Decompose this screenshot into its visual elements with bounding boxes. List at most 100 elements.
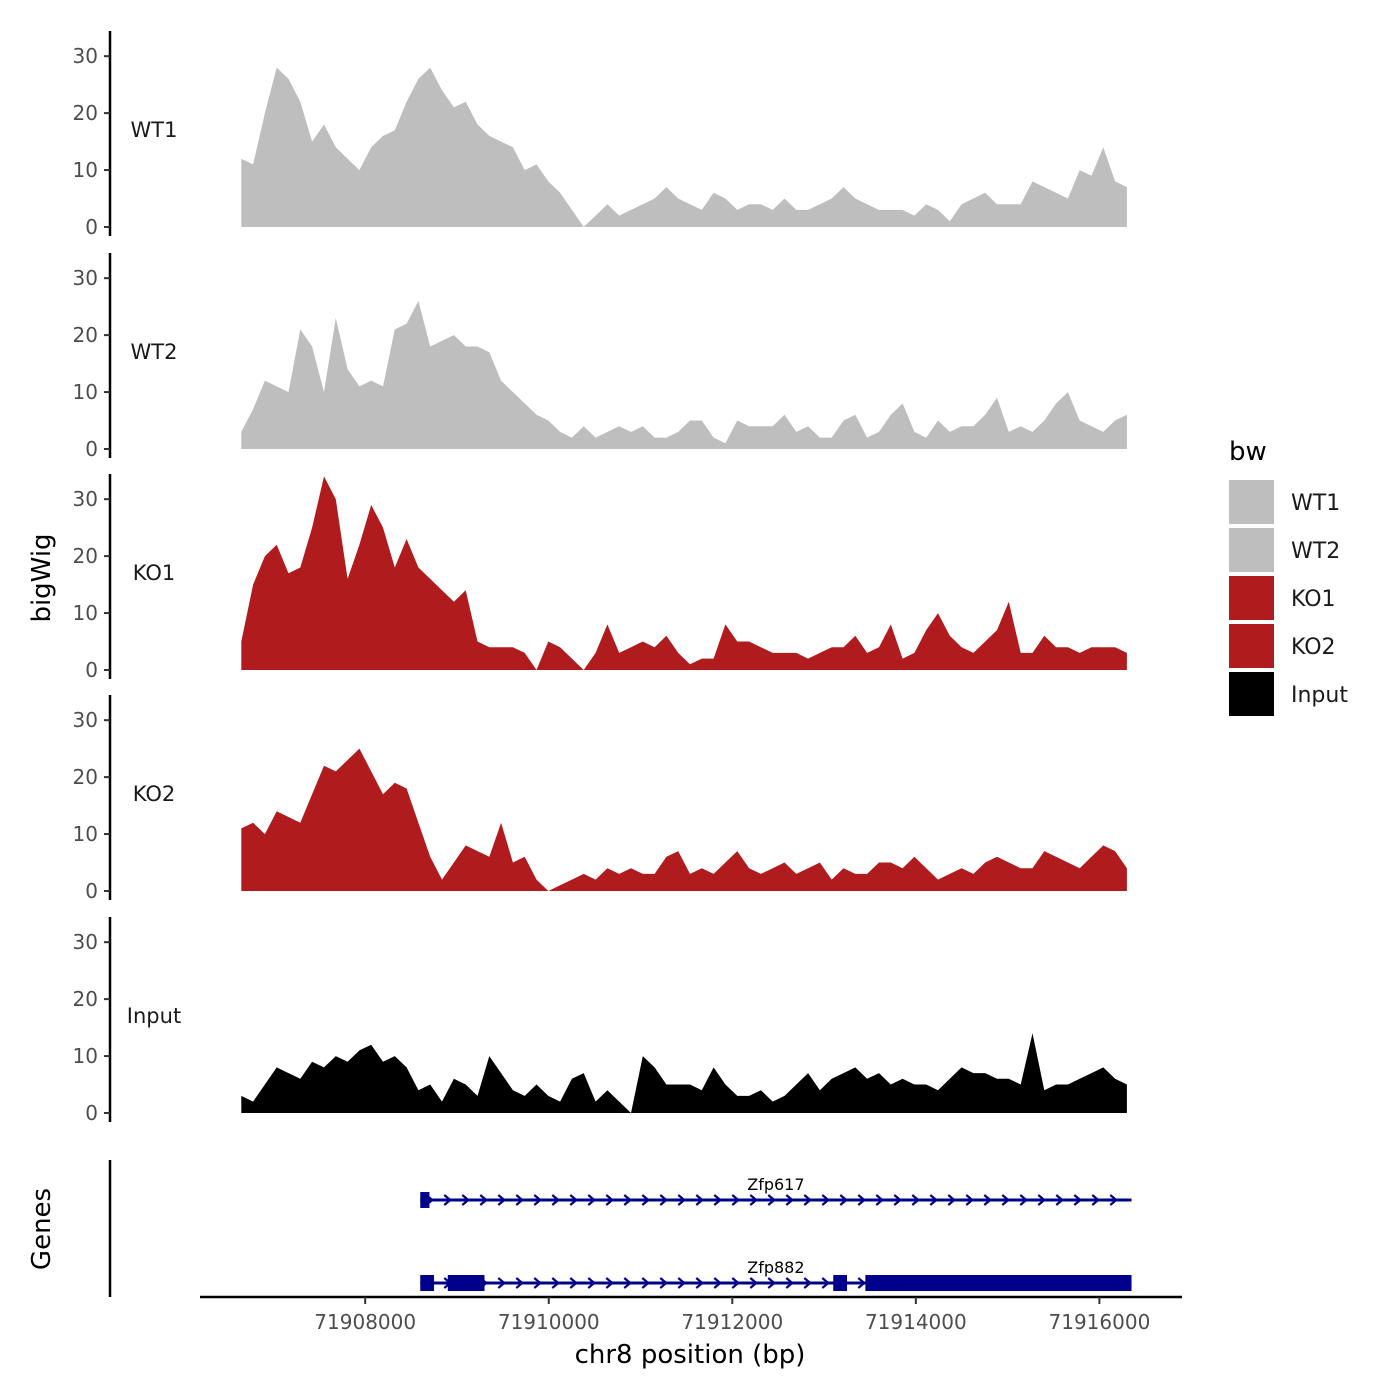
strand-arrow — [767, 1194, 776, 1206]
strand-arrow — [677, 1194, 686, 1206]
y-tick-label: 20 — [73, 544, 98, 568]
strand-arrow — [695, 1277, 704, 1289]
strand-arrow — [731, 1194, 740, 1206]
strand-arrow — [443, 1194, 452, 1206]
x-axis: 71908000 71910000 71912000 71914000 71916000 — [200, 1295, 1182, 1334]
track-ko2: 0 10 20 30 KO2 — [73, 695, 1127, 903]
strand-arrow — [605, 1277, 614, 1289]
legend-entry-ko2: KO2 — [1229, 624, 1336, 668]
strand-arrow — [731, 1277, 740, 1289]
gene-exon — [865, 1275, 1132, 1291]
strand-arrow — [641, 1194, 650, 1206]
legend-swatch — [1229, 528, 1274, 572]
strand-arrow — [821, 1277, 830, 1289]
x-tick-label: 71912000 — [681, 1310, 783, 1334]
legend-label: WT2 — [1291, 539, 1340, 564]
strand-arrow — [587, 1194, 596, 1206]
strand-arrow — [497, 1277, 506, 1289]
y-tick-label: 10 — [73, 1044, 98, 1068]
strand-arrow — [1001, 1194, 1010, 1206]
y-tick-label: 0 — [85, 215, 98, 239]
strand-arrow — [875, 1194, 884, 1206]
strand-arrow — [803, 1277, 812, 1289]
strand-arrow — [677, 1277, 686, 1289]
strand-arrow — [713, 1277, 722, 1289]
strand-arrow — [515, 1277, 524, 1289]
strand-arrow — [1037, 1194, 1046, 1206]
legend-entry-ko1: KO1 — [1229, 576, 1336, 620]
legend-label: WT1 — [1291, 491, 1340, 516]
track-label: WT2 — [131, 340, 178, 364]
gene-zfp617: Zfp617 — [420, 1175, 1132, 1208]
legend-swatch — [1229, 576, 1274, 620]
y-tick-label: 0 — [85, 658, 98, 682]
strand-arrow — [911, 1194, 920, 1206]
strand-arrow — [533, 1277, 542, 1289]
y-tick-label: 20 — [73, 765, 98, 789]
gene-exon — [833, 1275, 848, 1291]
strand-arrow — [695, 1194, 704, 1206]
y-tick-label: 20 — [73, 101, 98, 125]
coverage-area-input — [241, 1033, 1127, 1113]
gene-exon — [420, 1192, 430, 1208]
strand-arrow — [479, 1194, 488, 1206]
x-tick-label: 71910000 — [498, 1310, 600, 1334]
y-tick-label: 0 — [85, 879, 98, 903]
strand-arrow — [587, 1277, 596, 1289]
coverage-area-ko1 — [241, 476, 1127, 670]
strand-arrow — [623, 1277, 632, 1289]
strand-arrow — [1091, 1194, 1100, 1206]
strand-arrow — [821, 1194, 830, 1206]
legend: bw WT1 WT2 KO1 KO2 Input — [1229, 437, 1348, 716]
x-tick-label: 71914000 — [865, 1310, 967, 1334]
strand-arrow — [497, 1194, 506, 1206]
gene-zfp882: Zfp882 — [420, 1258, 1132, 1291]
strand-arrow — [947, 1194, 956, 1206]
tracks-layer: 0 10 20 30 WT1 0 10 20 30 WT2 0 10 20 30 KO1 0 10 20 30 KO2… — [73, 31, 1127, 1125]
y-tick-label: 30 — [73, 44, 98, 68]
strand-arrow — [1055, 1194, 1064, 1206]
strand-arrow — [713, 1194, 722, 1206]
x-axis-title: chr8 position (bp) — [575, 1340, 806, 1370]
genes-layer: Zfp617 Zfp882 — [108, 1160, 1132, 1297]
y-tick-label: 10 — [73, 822, 98, 846]
strand-arrow — [641, 1277, 650, 1289]
legend-entry-wt1: WT1 — [1229, 480, 1340, 524]
legend-label: KO1 — [1291, 587, 1336, 612]
legend-swatch — [1229, 480, 1274, 524]
strand-arrow — [857, 1277, 866, 1289]
y-tick-label: 0 — [85, 437, 98, 461]
strand-arrow — [569, 1194, 578, 1206]
strand-arrow — [785, 1194, 794, 1206]
strand-arrow — [857, 1194, 866, 1206]
track-ko1: 0 10 20 30 KO1 — [73, 474, 1127, 682]
gene-label: Zfp617 — [747, 1175, 804, 1194]
gene-exon — [420, 1275, 435, 1291]
y-tick-label: 30 — [73, 930, 98, 954]
y-axis-title-genes: Genes — [27, 1188, 57, 1270]
strand-arrow — [461, 1194, 470, 1206]
legend-label: Input — [1291, 683, 1348, 708]
track-label: KO1 — [133, 561, 176, 585]
strand-arrow — [551, 1194, 560, 1206]
coverage-area-wt1 — [241, 67, 1127, 227]
y-tick-label: 10 — [73, 158, 98, 182]
strand-arrow — [893, 1194, 902, 1206]
y-tick-label: 20 — [73, 323, 98, 347]
x-tick-label: 71908000 — [314, 1310, 416, 1334]
strand-arrow — [803, 1194, 812, 1206]
track-input: 0 10 20 30 Input — [73, 917, 1127, 1125]
strand-arrow — [839, 1194, 848, 1206]
strand-arrow — [785, 1277, 794, 1289]
track-wt1: 0 10 20 30 WT1 — [73, 31, 1127, 239]
strand-arrow — [965, 1194, 974, 1206]
strand-arrow — [605, 1194, 614, 1206]
legend-swatch — [1229, 624, 1274, 668]
gene-exon — [447, 1275, 485, 1291]
strand-arrow — [569, 1277, 578, 1289]
y-tick-label: 0 — [85, 1101, 98, 1125]
strand-arrow — [623, 1194, 632, 1206]
legend-title: bw — [1229, 437, 1267, 467]
x-tick-label: 71916000 — [1049, 1310, 1151, 1334]
